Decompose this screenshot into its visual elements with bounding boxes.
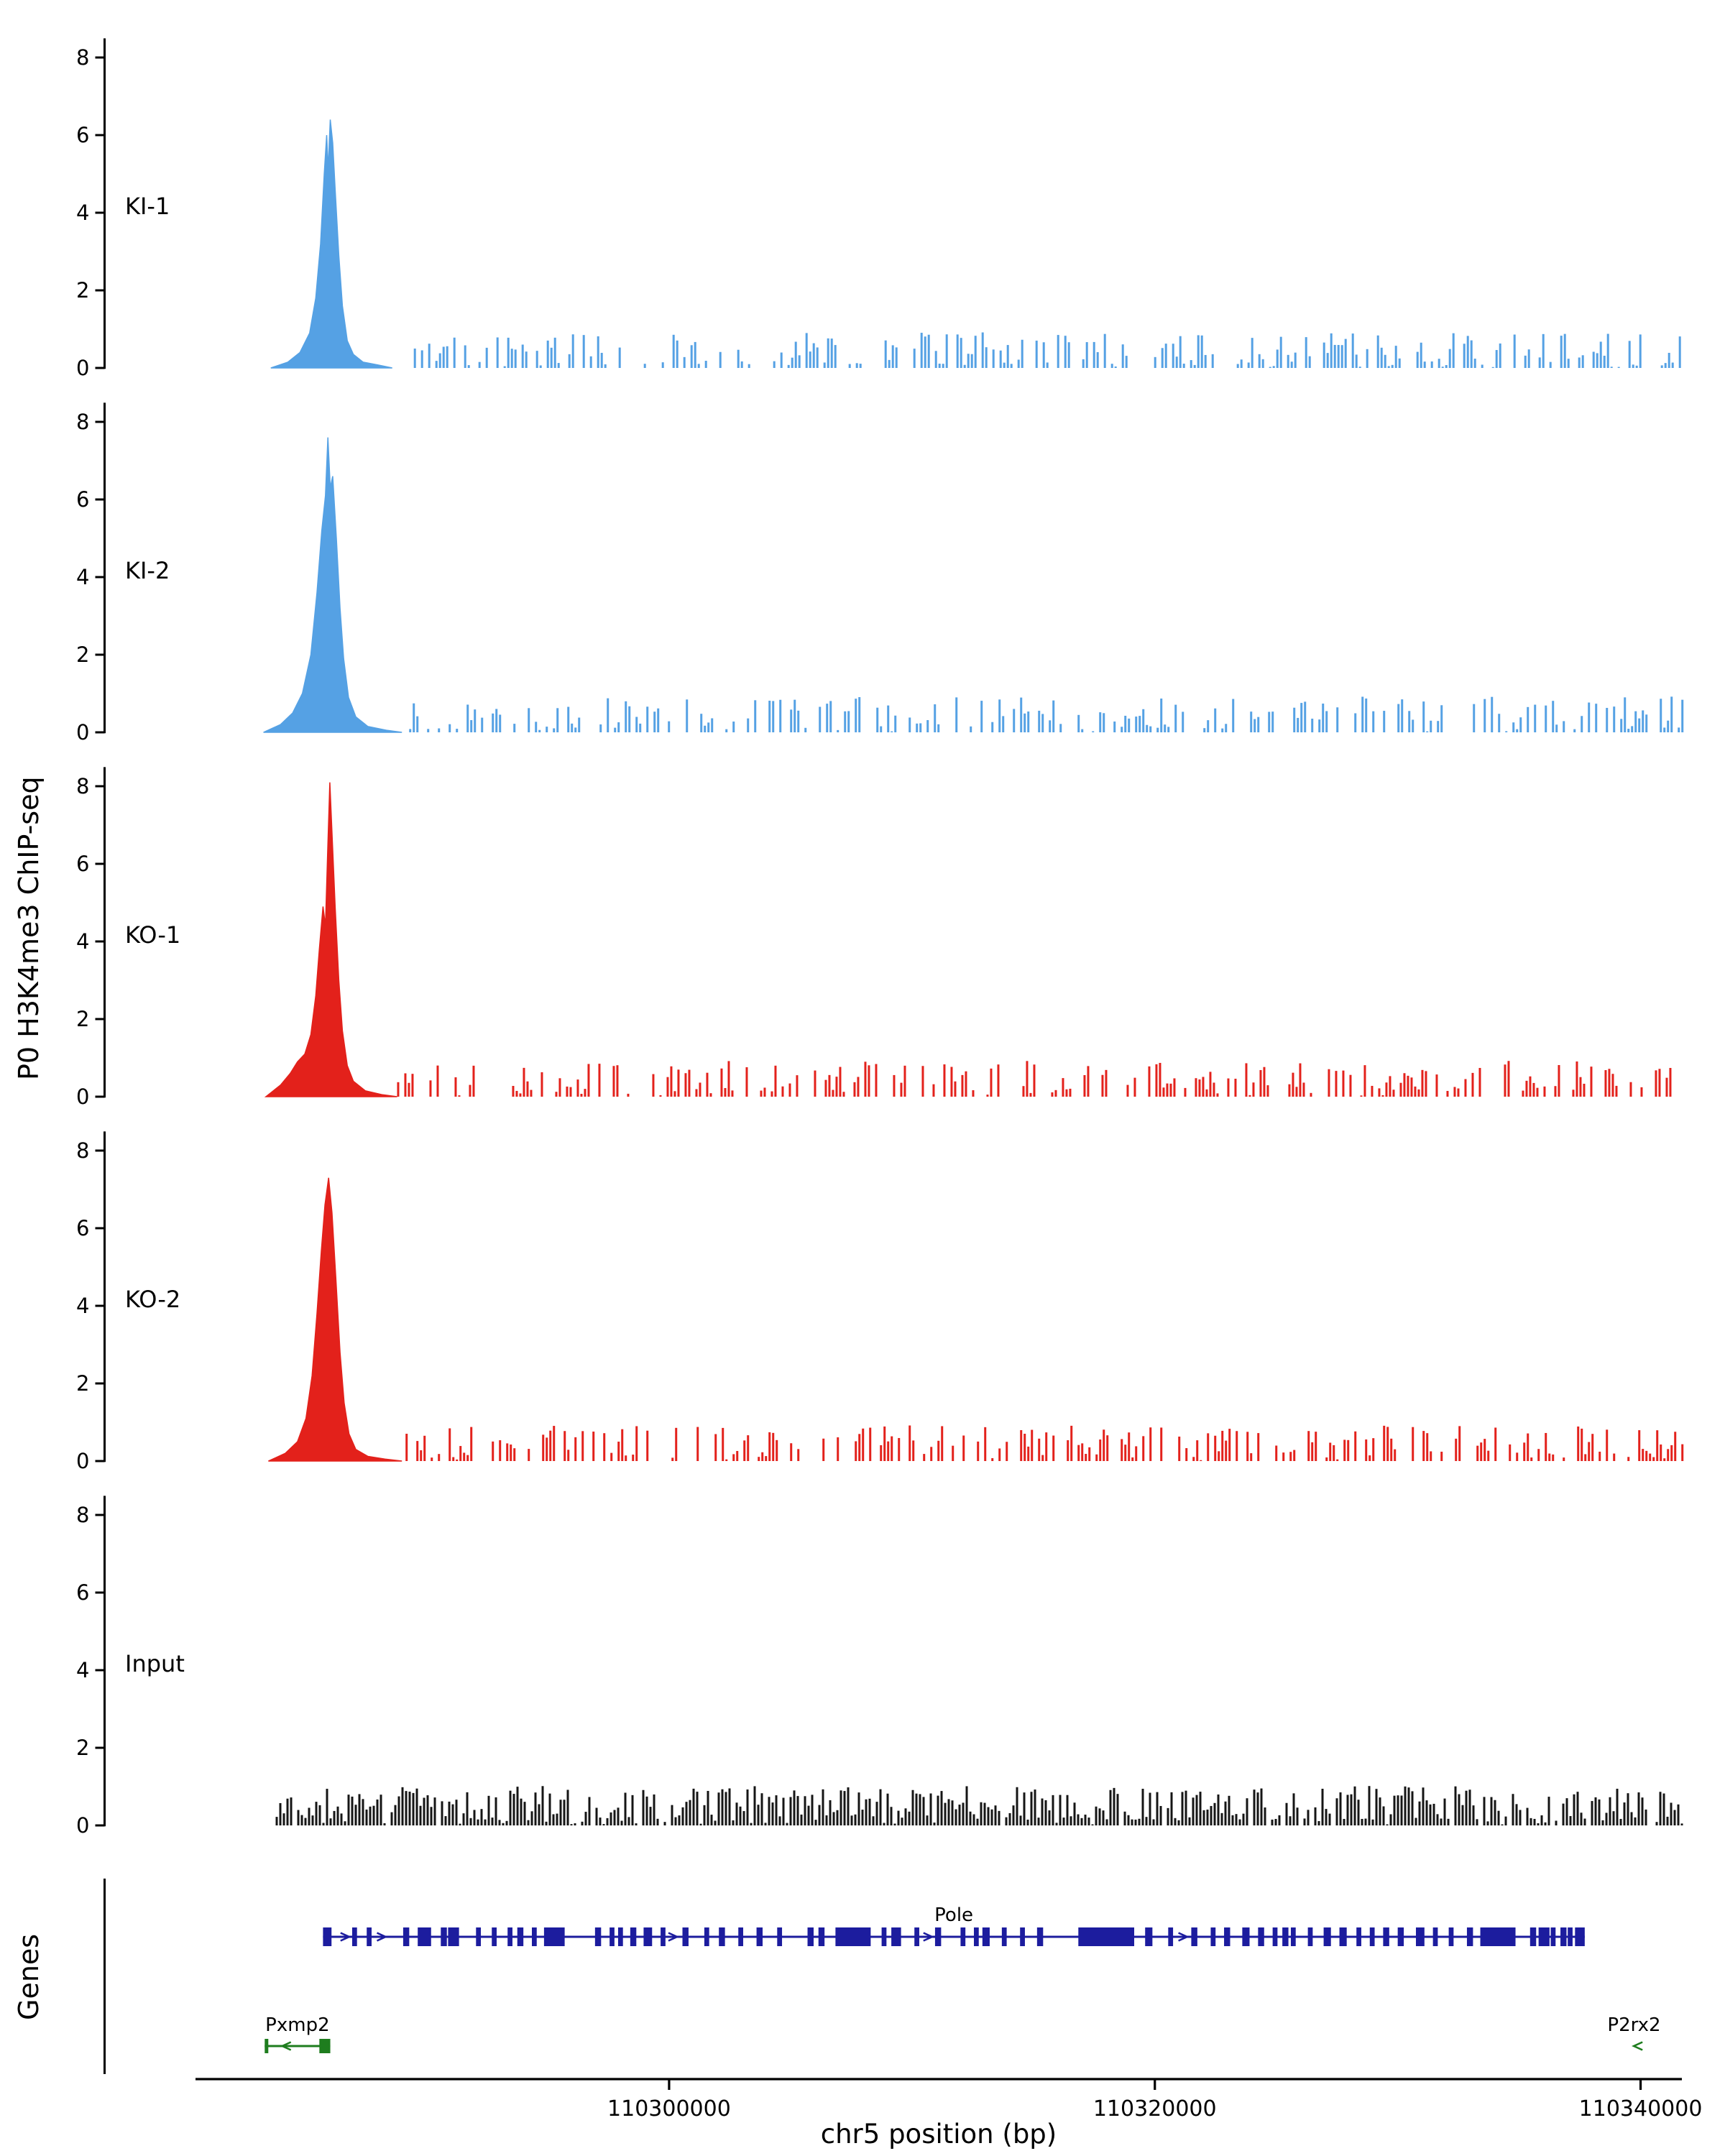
- svg-text:0: 0: [76, 720, 89, 745]
- ko-2-signal-plot: 0 2 4 6 8: [76, 1131, 1684, 1473]
- svg-text:4: 4: [76, 201, 89, 225]
- input-signal-plot: 0 2 4 6 8: [76, 1496, 1683, 1838]
- track-ko-2: 0 2 4 6 8 KO-2: [0, 1123, 1725, 1486]
- ki-1-signal-plot: 0 2 4 6 8: [76, 38, 1681, 380]
- svg-text:6: 6: [76, 487, 89, 512]
- track-label-ki-2: KI-2: [125, 557, 170, 584]
- svg-text:110320000: 110320000: [1093, 2096, 1217, 2122]
- svg-text:0: 0: [76, 1449, 89, 1473]
- svg-text:4: 4: [76, 929, 89, 954]
- svg-text:0: 0: [76, 1084, 89, 1109]
- track-label-ko-1: KO-1: [125, 921, 181, 949]
- track-label-ki-1: KI-1: [125, 193, 170, 220]
- x-axis: 110300000 110320000 110340000: [196, 2078, 1703, 2122]
- svg-text:4: 4: [76, 565, 89, 589]
- svg-text:6: 6: [76, 1580, 89, 1605]
- ki-2-signal-plot: 0 2 4 6 8: [76, 402, 1684, 745]
- genes-panel: [104, 1879, 1643, 2074]
- gene-label-pxmp2: Pxmp2: [265, 2014, 330, 2036]
- svg-text:2: 2: [76, 278, 89, 303]
- svg-text:6: 6: [76, 852, 89, 876]
- svg-text:6: 6: [76, 123, 89, 147]
- svg-text:8: 8: [76, 1503, 89, 1527]
- track-input: 0 2 4 6 8 Input: [0, 1488, 1725, 1851]
- svg-text:4: 4: [76, 1294, 89, 1318]
- svg-text:8: 8: [76, 410, 89, 434]
- svg-text:0: 0: [76, 1813, 89, 1838]
- gene-label-p2rx2: P2rx2: [1607, 2014, 1661, 2036]
- track-ko-1: 0 2 4 6 8 KO-1: [0, 759, 1725, 1122]
- track-ki-2: 0 2 4 6 8 KI-2: [0, 395, 1725, 757]
- svg-text:8: 8: [76, 45, 89, 70]
- svg-text:4: 4: [76, 1658, 89, 1682]
- svg-text:110340000: 110340000: [1579, 2096, 1703, 2122]
- svg-text:2: 2: [76, 1736, 89, 1760]
- svg-text:0: 0: [76, 356, 89, 380]
- svg-text:2: 2: [76, 642, 89, 667]
- track-label-ko-2: KO-2: [125, 1286, 181, 1313]
- x-axis-title: chr5 position (bp): [820, 2119, 1057, 2150]
- svg-text:8: 8: [76, 1138, 89, 1163]
- track-label-input: Input: [125, 1650, 185, 1677]
- svg-text:2: 2: [76, 1007, 89, 1031]
- gene-label-pole: Pole: [934, 1904, 974, 1926]
- ko-1-signal-plot: 0 2 4 6 8: [76, 767, 1672, 1109]
- svg-text:6: 6: [76, 1216, 89, 1240]
- track-ki-1: 0 2 4 6 8 KI-1: [0, 30, 1725, 393]
- svg-text:8: 8: [76, 774, 89, 798]
- svg-text:2: 2: [76, 1371, 89, 1396]
- svg-text:110300000: 110300000: [607, 2096, 731, 2122]
